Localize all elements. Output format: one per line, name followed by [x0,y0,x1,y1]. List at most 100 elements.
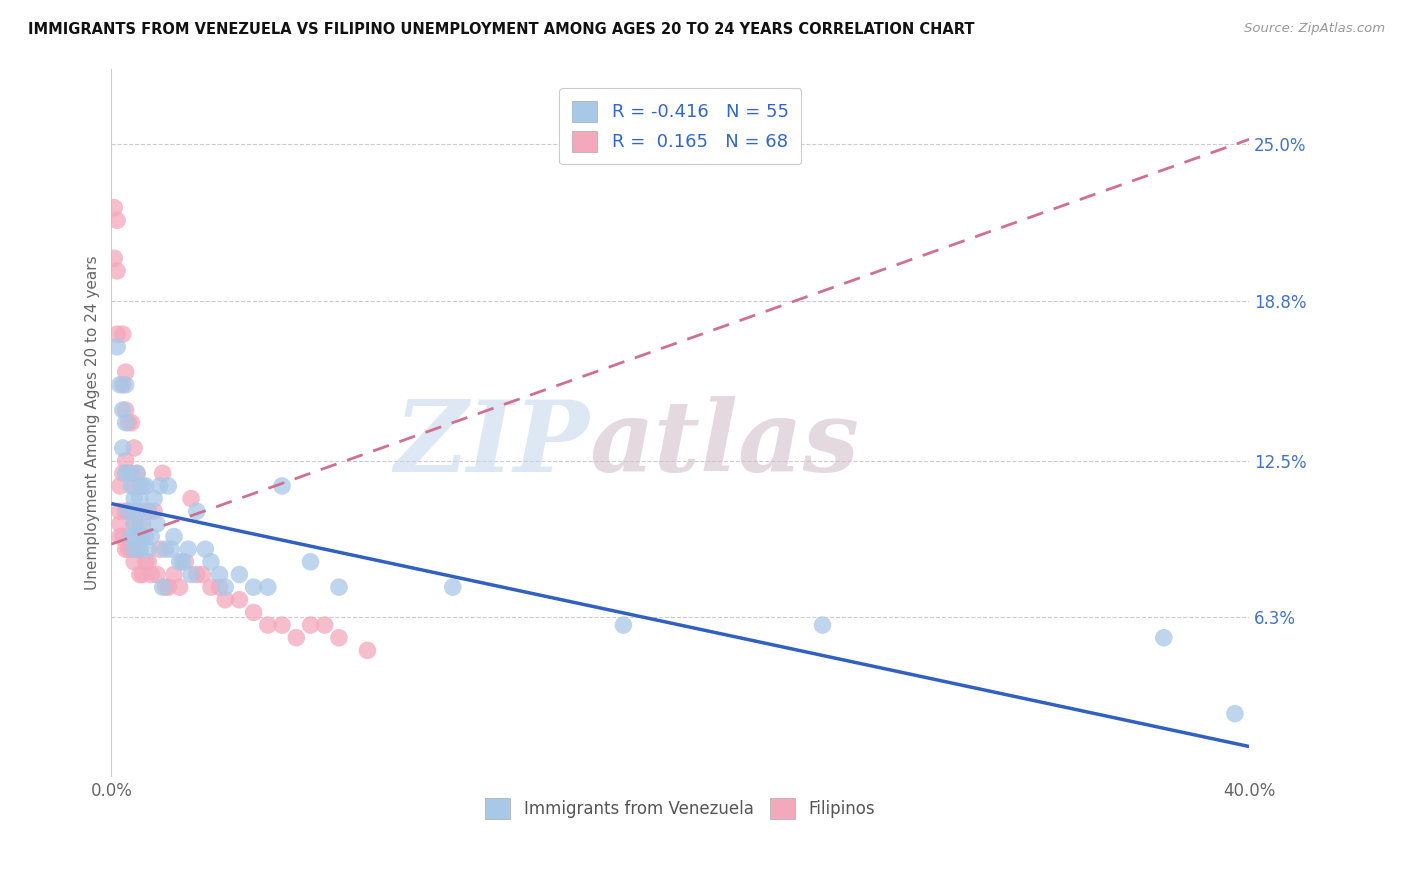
Point [114,467,136,481]
Point [117,542,139,557]
Point [242,606,264,620]
Point [120,529,142,543]
Point [200,580,222,594]
Point [120,542,142,557]
Legend: Immigrants from Venezuela, Filipinos: Immigrants from Venezuela, Filipinos [478,791,882,825]
Point [125,542,148,557]
Point [191,567,214,582]
Point [135,504,157,518]
Point [122,491,145,506]
Point [214,580,236,594]
Point [111,327,134,342]
Point [128,491,150,506]
Point [125,504,148,518]
Point [117,467,139,481]
Point [214,592,236,607]
Point [105,340,128,354]
Point [120,504,142,518]
Point [143,504,166,518]
Point [125,504,148,518]
Point [105,327,128,342]
Point [117,416,139,430]
Point [180,567,202,582]
Point [122,479,145,493]
Point [114,365,136,379]
Point [128,529,150,543]
Point [285,631,308,645]
Point [122,516,145,531]
Point [131,479,153,493]
Point [114,542,136,557]
Point [135,479,157,493]
Point [152,467,174,481]
Point [612,618,634,632]
Point [163,529,186,543]
Point [135,529,157,543]
Point [114,403,136,417]
Point [1223,706,1246,721]
Point [128,479,150,493]
Point [1153,631,1175,645]
Point [141,567,163,582]
Point [257,580,280,594]
Point [122,542,145,557]
Point [120,479,142,493]
Point [105,213,128,227]
Point [242,580,264,594]
Point [108,377,131,392]
Point [128,567,150,582]
Point [117,504,139,518]
Text: ZIP: ZIP [394,396,589,492]
Point [117,504,139,518]
Y-axis label: Unemployment Among Ages 20 to 24 years: Unemployment Among Ages 20 to 24 years [86,255,100,590]
Point [122,555,145,569]
Point [111,403,134,417]
Point [177,542,200,557]
Point [155,580,177,594]
Point [149,479,172,493]
Point [152,580,174,594]
Point [143,491,166,506]
Point [108,516,131,531]
Point [146,567,169,582]
Point [155,542,177,557]
Point [299,618,322,632]
Point [174,555,197,569]
Point [169,555,191,569]
Point [103,252,125,266]
Point [180,491,202,506]
Point [111,377,134,392]
Point [108,529,131,543]
Point [271,618,294,632]
Point [114,504,136,518]
Point [328,631,350,645]
Point [160,542,183,557]
Point [125,467,148,481]
Point [172,555,194,569]
Point [128,516,150,531]
Point [208,567,231,582]
Point [117,467,139,481]
Point [200,555,222,569]
Point [114,377,136,392]
Point [120,467,142,481]
Point [811,618,834,632]
Point [114,453,136,467]
Point [149,542,172,557]
Point [141,529,163,543]
Point [108,504,131,518]
Point [356,643,378,657]
Point [138,504,160,518]
Point [138,555,160,569]
Text: IMMIGRANTS FROM VENEZUELA VS FILIPINO UNEMPLOYMENT AMONG AGES 20 TO 24 YEARS COR: IMMIGRANTS FROM VENEZUELA VS FILIPINO UN… [28,22,974,37]
Point [146,516,169,531]
Text: atlas: atlas [589,396,859,492]
Point [111,467,134,481]
Point [228,592,250,607]
Point [111,529,134,543]
Point [131,529,153,543]
Point [271,479,294,493]
Point [114,416,136,430]
Point [328,580,350,594]
Point [108,479,131,493]
